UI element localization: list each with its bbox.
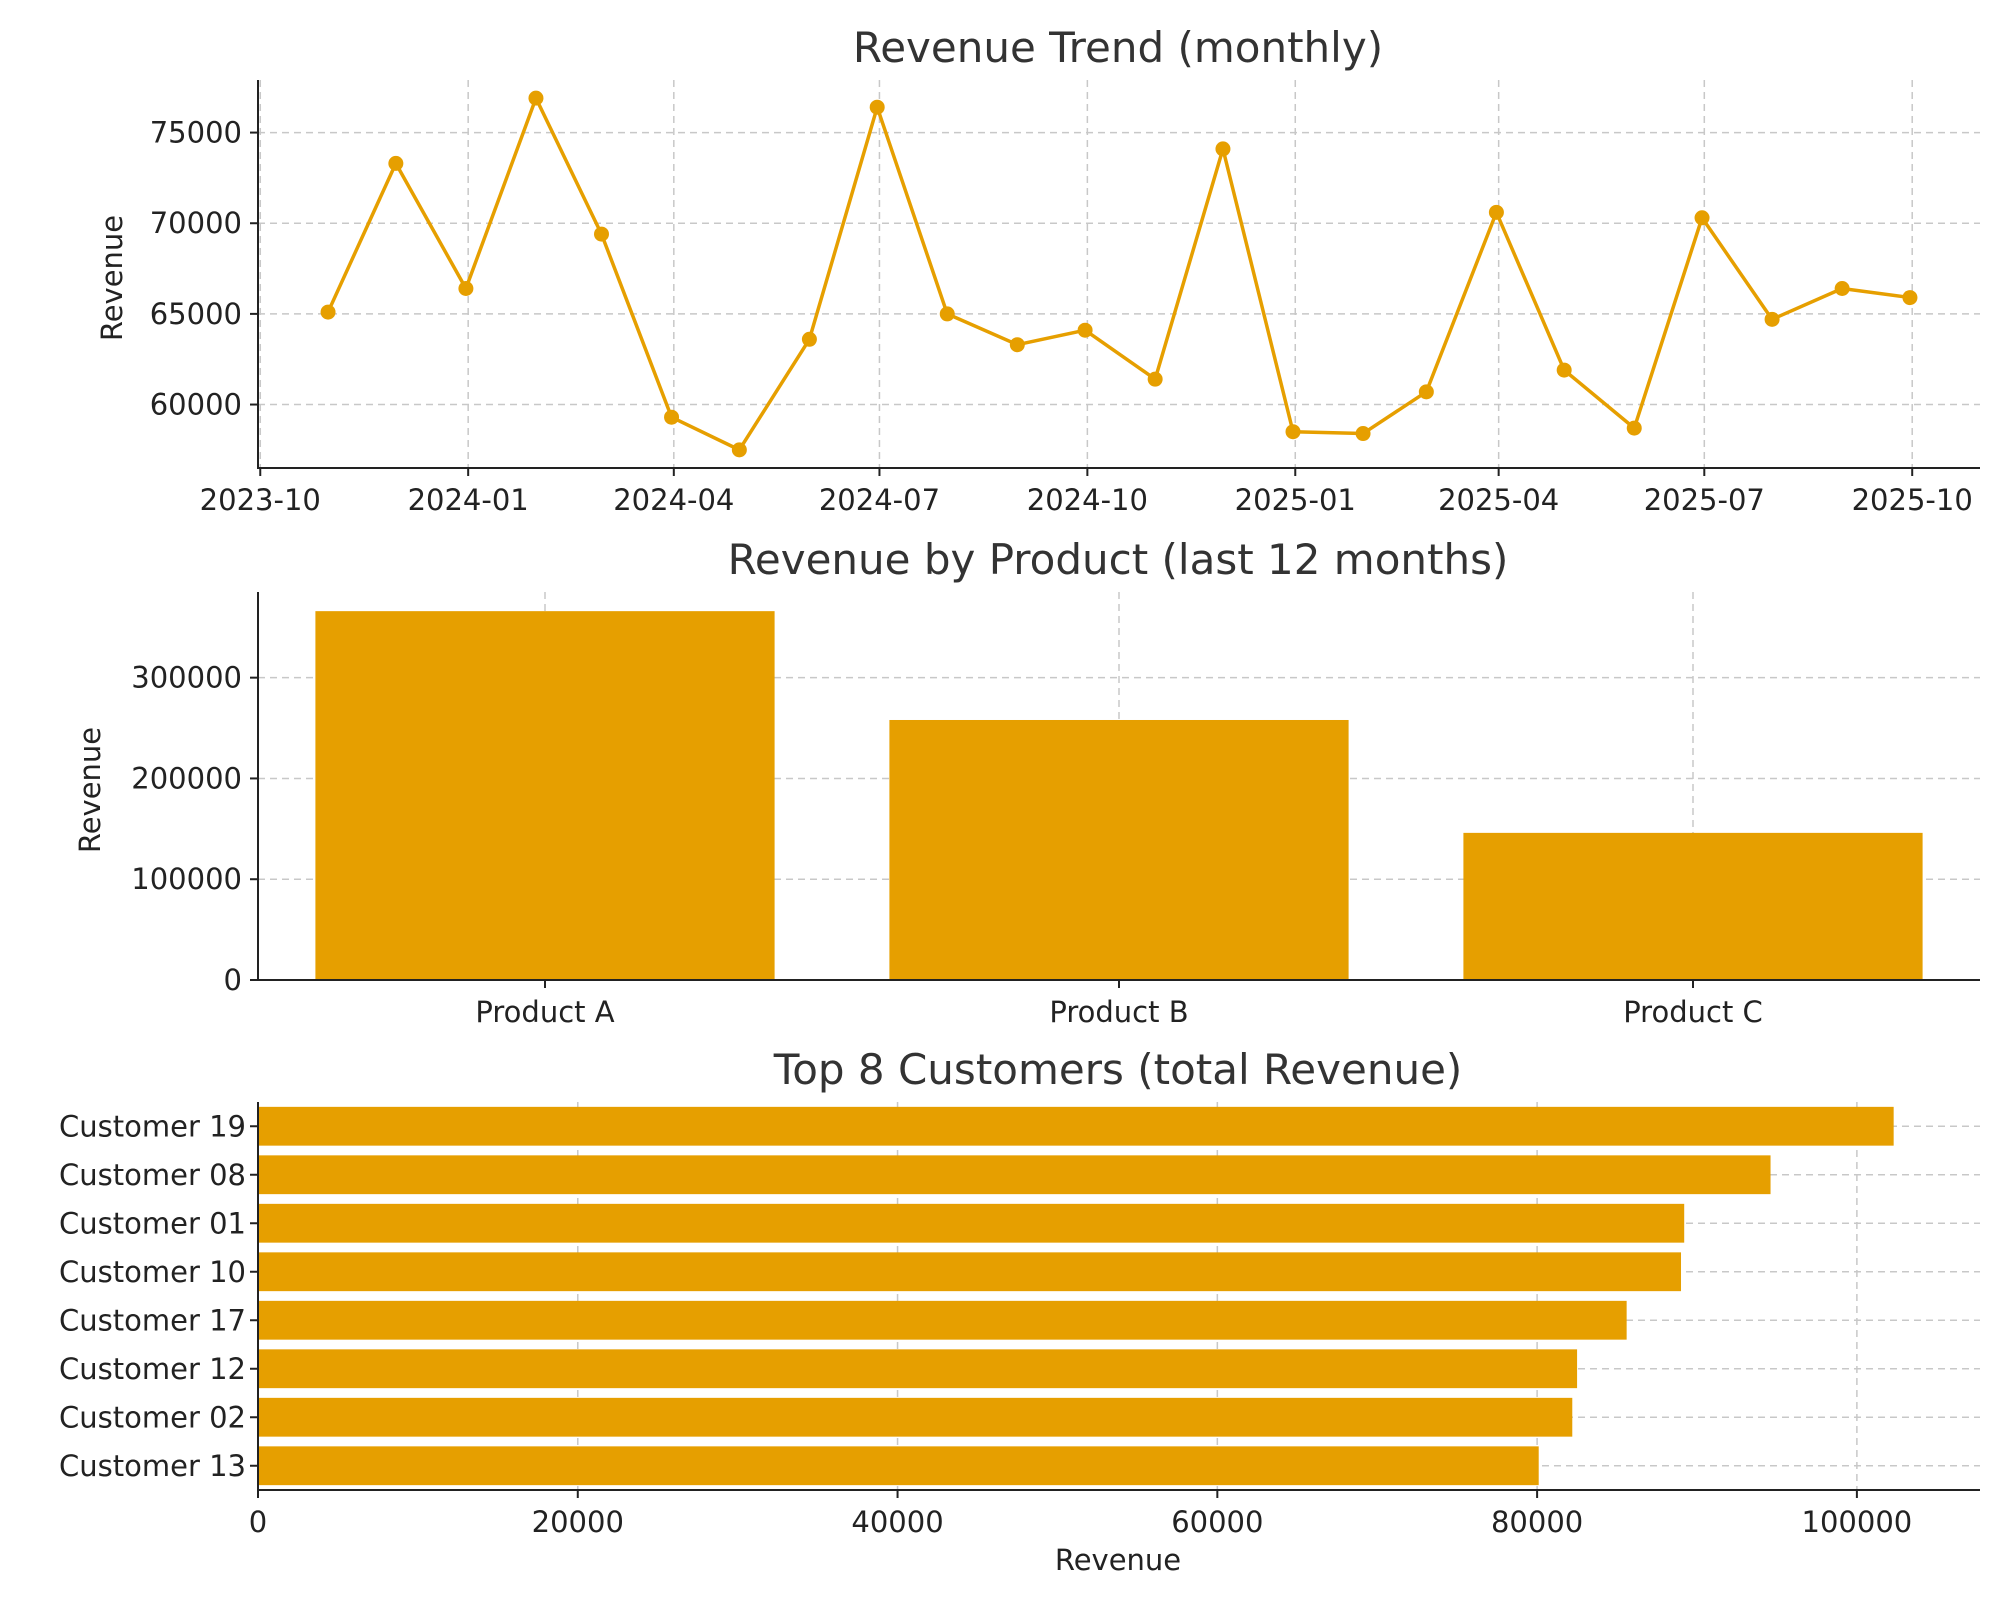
bar-customer-17 [258,1300,1627,1340]
x-tick-label-0: 0 [249,1505,267,1539]
bar-customer-13 [258,1446,1539,1486]
top-customers-bars [258,1106,1894,1486]
axis-spines [257,592,1980,981]
revenue-trend-gridlines [258,80,1980,468]
revenue-by-product-axes: 0 100000 200000 300000 Product A Product B Pro… [131,592,1980,1029]
top-customers-title: Top 8 Customers (total Revenue) [773,1045,1463,1094]
y-tick-label-customer-08: Customer 08 [59,1158,246,1192]
data-point-2023-12-31 [458,281,474,297]
y-tick-label-customer-02: Customer 02 [59,1400,246,1434]
bar-product-c [1463,832,1923,980]
x-tick-label-product-c: Product C [1623,995,1763,1029]
y-tick-label-100000: 100000 [131,862,242,896]
revenue-by-product-title: Revenue by Product (last 12 months) [728,535,1509,584]
y-tick-label-70000: 70000 [150,206,242,240]
data-point-2024-12-31 [1285,424,1301,440]
data-point-2025-07-31 [1764,311,1780,327]
revenue-by-product-y-label: Revenue [73,727,107,853]
y-tick-label-customer-10: Customer 10 [59,1255,246,1289]
y-tick-label-300000: 300000 [131,661,242,695]
data-point-2025-03-31 [1488,204,1504,220]
data-point-2023-11-30 [388,155,404,171]
top-customers-axes: 0 20000 40000 60000 80000 100000 Customer 19 Cu… [59,1102,1980,1539]
top-customers-chart: Top 8 Customers (total Revenue) 0 20000 40… [59,1045,1980,1577]
data-point-2025-08-31 [1834,281,1850,297]
revenue-line [326,96,1911,452]
x-tick-label-2024-04: 2024-04 [613,483,734,517]
y-tick-label-0: 0 [224,963,242,997]
data-point-2025-05-31 [1626,420,1642,436]
data-point-2025-09-30 [1902,290,1918,306]
data-point-2024-05-31 [801,331,817,347]
bar-customer-19 [258,1106,1894,1146]
x-tick-label-80000: 80000 [1491,1505,1583,1539]
y-tick-label-75000: 75000 [150,116,242,150]
axis-spines [257,80,1980,469]
data-point-2024-10-31 [1147,371,1163,387]
bar-customer-02 [258,1397,1573,1437]
data-point-2024-09-30 [1077,322,1093,338]
revenue-trend-y-label: Revenue [95,215,129,341]
x-tick-label-2024-10: 2024-10 [1027,483,1148,517]
x-tick-label-40000: 40000 [851,1505,943,1539]
revenue-trend-title: Revenue Trend (monthly) [853,23,1383,72]
revenue-by-product-chart: Revenue by Product (last 12 months) 0 100… [73,535,1980,1029]
y-tick-label-customer-19: Customer 19 [59,1109,246,1143]
revenue-trend-axes: 2023-10 2024-01 2024-04 2024-07 2024-10 2025-… [150,80,1980,517]
bar-product-b [889,719,1349,980]
bar-customer-08 [258,1155,1771,1195]
x-tick-label-2025-07: 2025-07 [1644,483,1765,517]
x-tick-label-60000: 60000 [1171,1505,1263,1539]
data-point-2025-04-30 [1556,362,1572,378]
x-tick-label-product-a: Product A [475,995,614,1029]
y-tick-label-60000: 60000 [150,388,242,422]
revenue-trend-chart: Revenue Trend (monthly) 2023-10 2024-01 20… [95,23,1980,517]
x-tick-label-2025-04: 2025-04 [1438,483,1559,517]
x-tick-label-2025-10: 2025-10 [1852,483,1973,517]
y-tick-label-customer-17: Customer 17 [59,1303,246,1337]
x-tick-label-2024-01: 2024-01 [408,483,529,517]
axis-spines [257,1102,1980,1491]
y-tick-label-customer-01: Customer 01 [59,1206,246,1240]
x-tick-label-2025-01: 2025-01 [1235,483,1356,517]
data-point-2025-01-31 [1355,426,1371,442]
data-point-2025-06-30 [1694,210,1710,226]
y-tick-label-customer-12: Customer 12 [59,1352,246,1386]
x-tick-label-2024-07: 2024-07 [819,483,940,517]
data-point-2024-04-30 [731,442,747,458]
revenue-by-product-bars [315,611,1923,980]
data-point-2024-11-30 [1215,141,1231,157]
y-tick-label-customer-13: Customer 13 [59,1449,246,1483]
data-point-2023-10-31 [320,304,336,320]
x-tick-label-product-b: Product B [1049,995,1188,1029]
bar-customer-12 [258,1349,1578,1389]
top-customers-x-label: Revenue [1055,1543,1181,1577]
bar-product-a [315,611,775,980]
data-point-2024-06-30 [869,99,885,115]
y-tick-label-200000: 200000 [131,761,242,795]
bar-customer-10 [258,1252,1682,1292]
data-point-2024-03-31 [664,409,680,425]
y-tick-label-65000: 65000 [150,297,242,331]
data-point-2024-02-29 [593,226,609,242]
data-point-2025-02-28 [1418,384,1434,400]
x-tick-label-100000: 100000 [1802,1505,1913,1539]
data-point-2024-08-31 [1009,337,1025,353]
revenue-trend-series [320,90,1918,458]
data-point-2024-01-31 [528,90,544,106]
x-tick-label-20000: 20000 [532,1505,624,1539]
x-tick-label-2023-10: 2023-10 [200,483,321,517]
data-point-2024-07-31 [939,306,955,322]
bar-customer-01 [258,1203,1685,1243]
